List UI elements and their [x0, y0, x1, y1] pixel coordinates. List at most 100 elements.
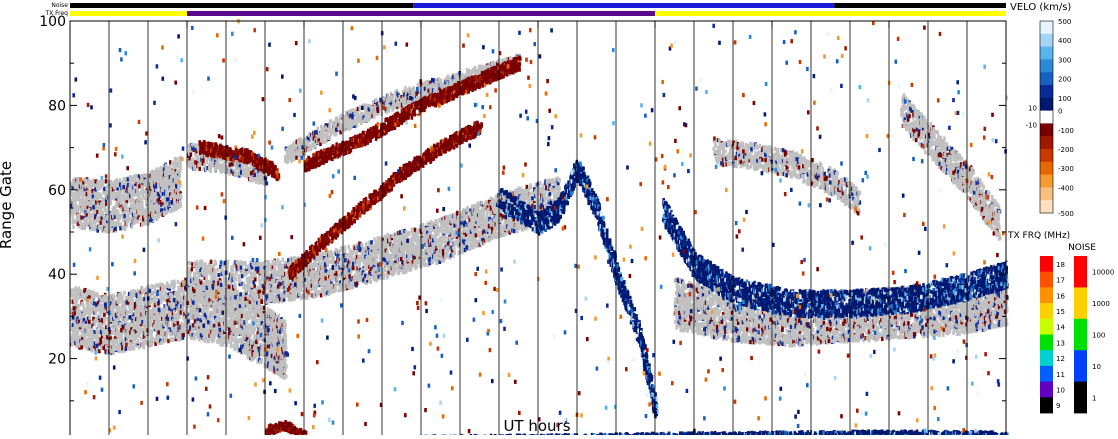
scatter-cell — [149, 299, 152, 305]
scatter-cell — [180, 326, 183, 331]
scatter-cell — [170, 181, 173, 186]
scatter-cell — [149, 331, 153, 336]
scatter-cell — [158, 200, 161, 205]
scatter-cell — [78, 217, 82, 222]
scatter-cell — [83, 291, 86, 296]
scatter-cell — [170, 175, 173, 181]
scatter-cell — [136, 332, 139, 337]
scatter-cell — [109, 195, 113, 201]
scatter-cell — [190, 306, 193, 311]
scatter-cell — [137, 305, 141, 310]
scatter-cell — [216, 267, 219, 272]
scatter-cell — [88, 324, 91, 329]
scatter-cell — [122, 192, 126, 197]
scatter-cell — [80, 310, 83, 315]
scatter-cell — [204, 335, 207, 340]
scatter-cell — [87, 290, 91, 295]
scatter-cell — [153, 284, 156, 289]
scatter-cell — [180, 282, 184, 287]
scatter-cell — [109, 189, 113, 194]
scatter-cell — [169, 187, 172, 192]
scatter-cell — [113, 221, 117, 227]
scatter-cell — [178, 183, 182, 188]
scatter-cell — [110, 314, 114, 319]
scatter-cell — [146, 213, 149, 218]
scatter-cell — [172, 332, 176, 337]
scatter-cell — [169, 316, 173, 321]
scatter-cell — [158, 208, 161, 213]
scatter-cell — [92, 216, 96, 221]
scatter-cell — [153, 309, 156, 314]
scatter-cell — [136, 204, 140, 209]
scatter-cell — [157, 324, 161, 329]
scatter-cell — [85, 341, 89, 346]
scatter-cell — [110, 226, 113, 231]
scatter-cell — [202, 330, 205, 335]
scatter-cell — [127, 291, 131, 296]
scatter-cell — [159, 327, 163, 332]
scatter-cell — [283, 328, 287, 333]
scatter-cell — [160, 202, 163, 207]
scatter-cell — [219, 317, 223, 322]
scatter-cell — [155, 296, 158, 301]
scatter-cell — [73, 315, 77, 320]
scatter-cell — [141, 290, 144, 295]
scatter-cell — [210, 269, 213, 274]
scatter-cell — [199, 333, 203, 338]
scatter-cell — [73, 311, 76, 316]
scatter-cell — [96, 300, 100, 306]
scatter-cell — [175, 303, 178, 308]
scatter-cell — [166, 283, 170, 288]
scatter-cell — [153, 337, 156, 342]
scatter-cell — [178, 199, 182, 204]
scatter-cell — [70, 288, 73, 293]
scatter-cell — [100, 182, 104, 188]
scatter-cell — [84, 209, 87, 214]
scatter-cell — [131, 178, 134, 183]
scatter-cell — [75, 302, 78, 307]
scatter-cell — [113, 214, 117, 220]
scatter-cell — [103, 333, 106, 338]
scatter-cell — [173, 300, 177, 305]
scatter-cell — [90, 334, 94, 339]
scatter-cell — [219, 282, 223, 287]
scatter-cell — [93, 329, 97, 335]
scatter-cell — [141, 314, 145, 319]
scatter-cell — [128, 216, 131, 221]
scatter-cell — [147, 305, 151, 310]
scatter-cell — [167, 174, 170, 179]
scatter-cell — [83, 338, 87, 343]
scatter-cell — [143, 182, 146, 187]
scatter-cell — [160, 322, 164, 327]
scatter-cell — [70, 317, 73, 322]
scatter-cell — [118, 215, 122, 220]
scatter-cell — [185, 282, 188, 287]
scatter-cell — [96, 334, 99, 339]
scatter-cell — [138, 216, 142, 221]
scatter-cell — [85, 215, 88, 220]
scatter-cell — [116, 186, 119, 191]
scatter-cell — [86, 293, 89, 298]
scatter-cell — [193, 284, 197, 289]
scatter-cell — [156, 176, 159, 181]
scatter-cell — [146, 205, 149, 210]
scatter-cell — [179, 310, 183, 315]
scatter-cell — [73, 181, 77, 186]
scatter-cell — [141, 200, 144, 205]
scatter-cell — [129, 345, 132, 351]
scatter-cell — [198, 324, 201, 329]
scatter-cell — [136, 187, 139, 192]
scatter-cell — [90, 185, 93, 190]
scatter-cell — [89, 218, 93, 224]
scatter-cell — [147, 315, 151, 320]
scatter-cell — [209, 300, 213, 305]
scatter-cell — [74, 291, 78, 296]
scatter-cell — [196, 334, 199, 339]
scatter-cell — [143, 302, 147, 307]
scatter-cell — [114, 302, 117, 307]
scatter-cell — [102, 338, 105, 343]
scatter-cell — [192, 323, 195, 328]
scatter-cell — [105, 214, 108, 219]
scatter-cell — [71, 185, 74, 190]
scatter-cell — [171, 293, 174, 298]
